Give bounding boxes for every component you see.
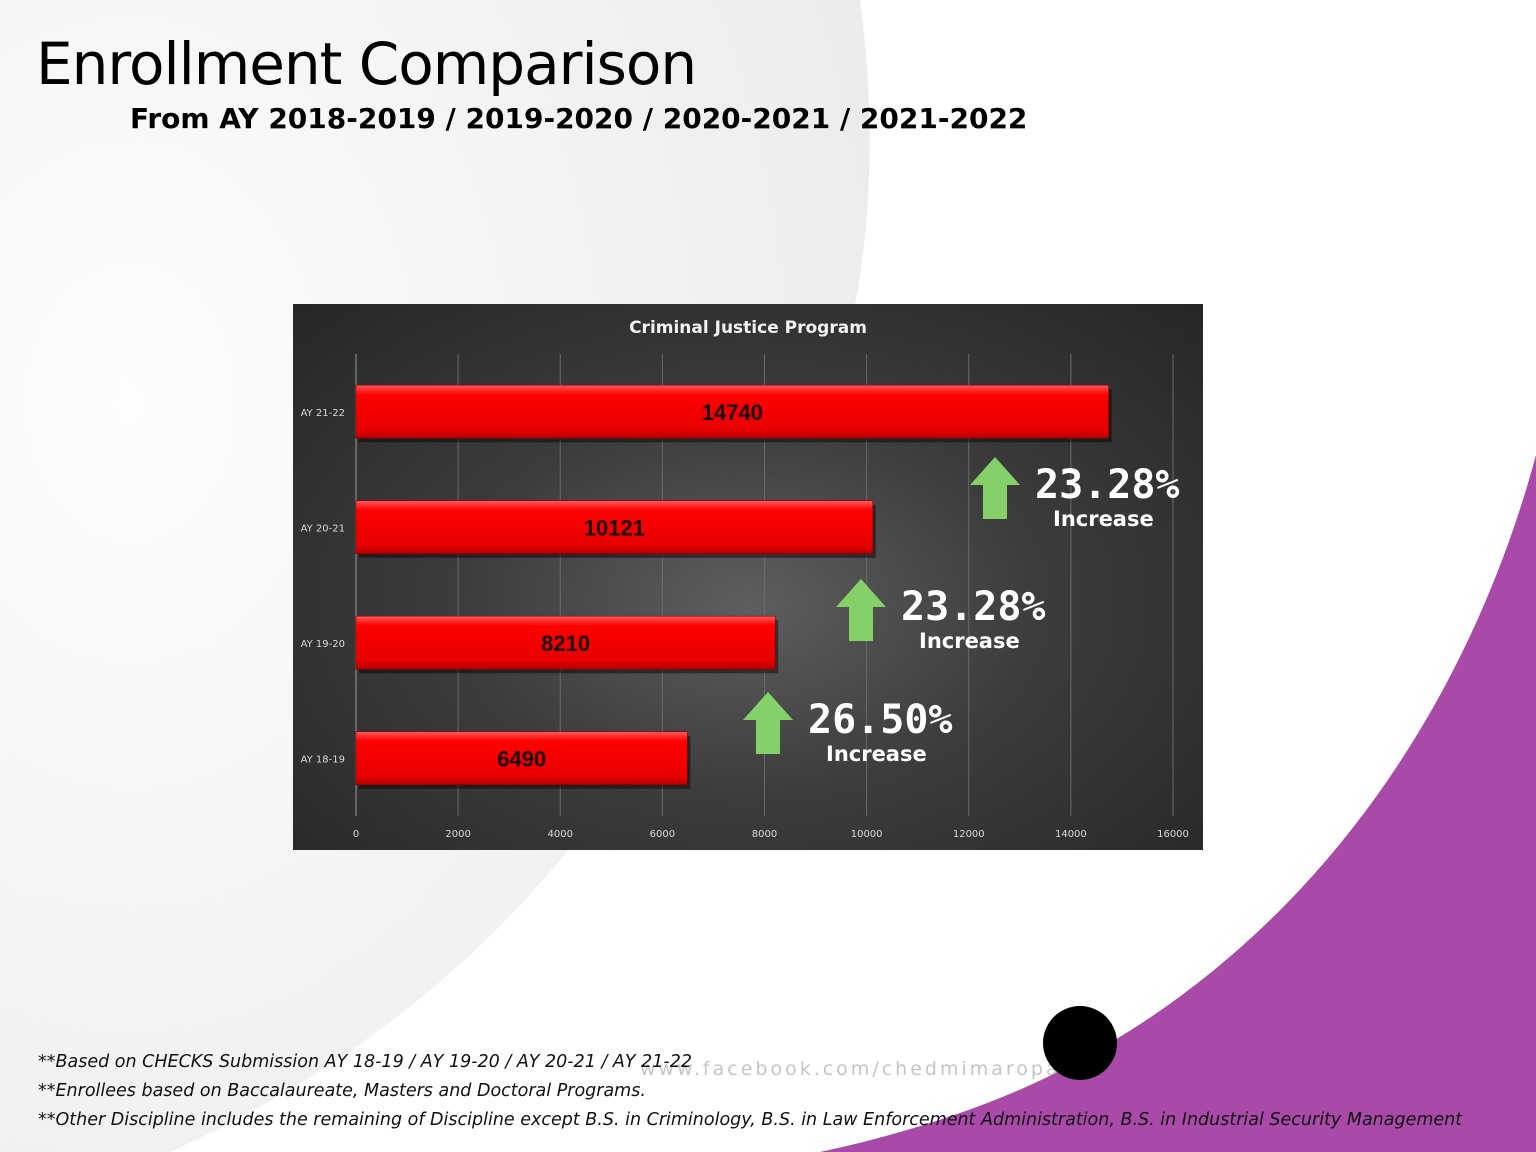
increase-percent: 23.28% (1035, 462, 1180, 508)
x-tick-label: 4000 (548, 829, 573, 840)
page-subtitle: From AY 2018-2019 / 2019-2020 / 2020-202… (130, 102, 1028, 135)
bar-value-label: 14740 (702, 400, 763, 425)
bar-chart: Criminal Justice Program 0 2000 4000 6000 800… (301, 318, 1189, 840)
y-category-label: AY 20-21 (301, 523, 345, 534)
background-purple-arc (820, 455, 1536, 1152)
chart-panel: Criminal Justice Program 0 2000 4000 6000 800… (293, 304, 1203, 850)
footnote: **Based on CHECKS Submission AY 18-19 / … (38, 1052, 692, 1072)
x-tick-label: 8000 (752, 829, 777, 840)
up-arrow-icon (743, 692, 793, 754)
y-category-label: AY 18-19 (301, 754, 345, 765)
y-category-label: AY 21-22 (301, 408, 345, 419)
bar-value-label: 6490 (497, 746, 546, 771)
x-tick-label: 16000 (1157, 829, 1189, 840)
bar (355, 615, 776, 670)
watermark-url: www.facebook.com/chedmimaropa (640, 1058, 1061, 1080)
footnotes: **Based on CHECKS Submission AY 18-19 / … (38, 1048, 1462, 1135)
x-tick-label: 10000 (851, 829, 883, 840)
x-tick-label: 14000 (1055, 829, 1087, 840)
x-tick-label: 6000 (650, 829, 675, 840)
bar (355, 384, 1109, 439)
up-arrow-icon (970, 457, 1020, 519)
page-title: Enrollment Comparison (36, 30, 697, 98)
decorative-black-dot (1043, 1006, 1117, 1080)
increase-label: Increase (919, 629, 1020, 653)
x-tick-label: 0 (353, 829, 359, 840)
bar (355, 500, 874, 555)
increase-percent: 26.50% (808, 697, 953, 743)
up-arrow-icon (836, 579, 886, 641)
bar (355, 731, 688, 786)
bar-value-label: 8210 (541, 631, 590, 656)
x-tick-label: 2000 (445, 829, 470, 840)
footnote: **Enrollees based on Baccalaureate, Mast… (38, 1081, 646, 1101)
y-category-label: AY 19-20 (301, 639, 345, 650)
increase-percent: 23.28% (901, 584, 1046, 630)
x-tick-label: 12000 (953, 829, 985, 840)
footnote: **Other Discipline includes the remainin… (38, 1110, 1463, 1130)
increase-label: Increase (1053, 507, 1154, 531)
increase-label: Increase (826, 742, 927, 766)
chart-title: Criminal Justice Program (629, 318, 867, 338)
bar-value-label: 10121 (584, 515, 645, 540)
